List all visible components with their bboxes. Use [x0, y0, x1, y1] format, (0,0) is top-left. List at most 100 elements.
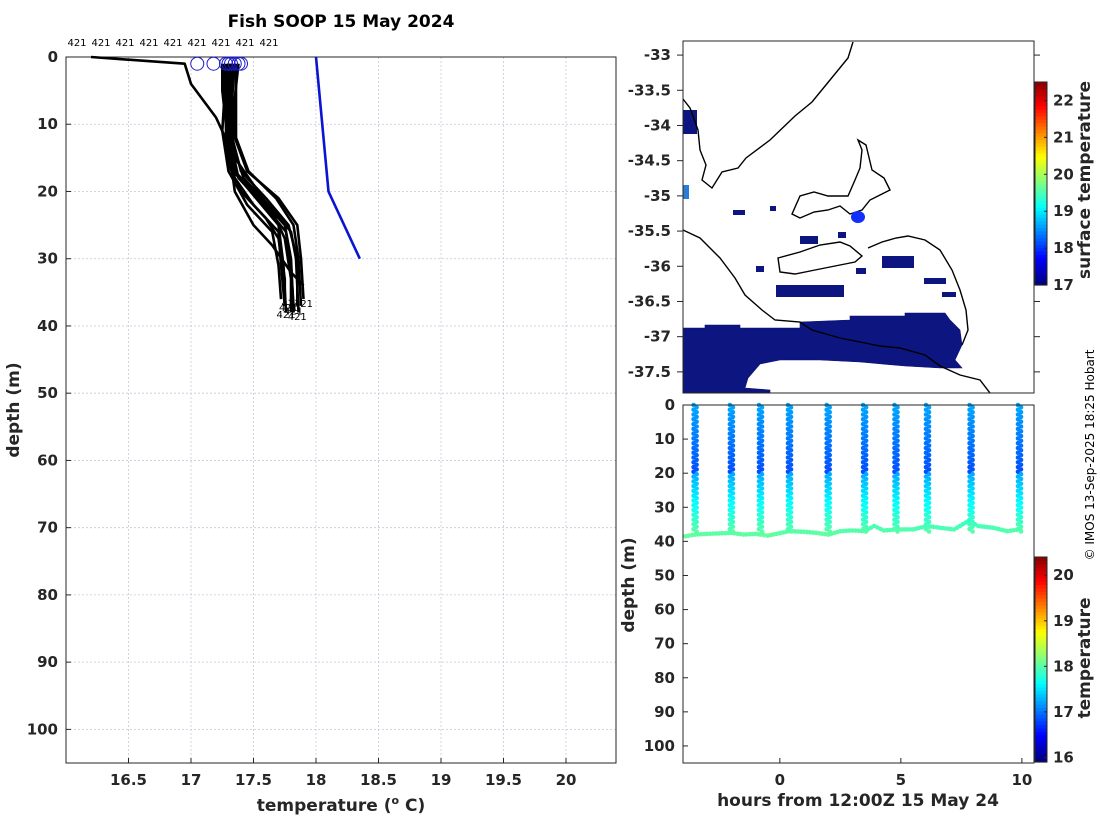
map-colorbar-segment: [1035, 156, 1047, 161]
map-colorbar-segment: [1035, 163, 1047, 168]
timeseries-colorbar-segment: [1035, 680, 1047, 685]
timeseries-colorbar-segment: [1035, 683, 1047, 688]
map-colorbar-segment: [1035, 197, 1047, 202]
timeseries-colorbar-segment: [1035, 721, 1047, 726]
timeseries-colorbar-segment: [1035, 625, 1047, 630]
map-colorbar-segment: [1035, 169, 1047, 174]
timeseries-colorbar-segment: [1035, 632, 1047, 637]
profile-y-tick-label: 0: [48, 48, 58, 66]
cast-point: [730, 529, 736, 534]
map-colorbar-segment: [1035, 109, 1047, 114]
profile-end-label: 421: [288, 312, 307, 323]
timeseries-colorbar-segment: [1035, 744, 1047, 749]
credit-text: © IMOS 13-Sep-2025 18:25 Hobart: [1083, 349, 1097, 560]
profile-x-tick-label: 19.5: [485, 771, 522, 789]
timeseries-x-tick-label: 5: [896, 771, 906, 789]
surface-marker: [227, 56, 242, 71]
timeseries-y-tick-label: 40: [654, 532, 675, 550]
timeseries-colorbar-segment: [1035, 570, 1047, 575]
timeseries-colorbar-segment: [1035, 591, 1047, 596]
map-colorbar-segment: [1035, 274, 1047, 279]
profile-y-tick-label: 40: [37, 317, 58, 335]
profile-x-tick-label: 19: [431, 771, 452, 789]
profile-end-label: 421: [281, 298, 300, 309]
map-panel: -33 -33.5 -34 -34.5 -35 -35.5 -36 -36.5 -37 -37.5…: [628, 40, 1095, 422]
map-colorbar-segment: [1035, 88, 1047, 93]
timeseries-y-tick-label: 20: [654, 464, 675, 482]
timeseries-y-tick-label: 80: [654, 669, 675, 687]
station-label: 421: [235, 38, 254, 49]
cast-point: [970, 529, 975, 534]
timeseries-colorbar-segment: [1035, 748, 1047, 753]
timeseries-colorbar-segment: [1035, 652, 1047, 657]
timeseries-y-tick-label: 90: [654, 703, 675, 721]
map-colorbar-segment: [1035, 271, 1047, 276]
profile-x-tick-label: 17.5: [235, 771, 272, 789]
timeseries-colorbar-segment: [1035, 598, 1047, 603]
timeseries-colorbar-segment: [1035, 604, 1047, 609]
timeseries-colorbar-segment: [1035, 755, 1047, 760]
timeseries-colorbar-segment: [1035, 656, 1047, 661]
timeseries-colorbar-segment: [1035, 666, 1047, 671]
map-colorbar-segment: [1035, 278, 1047, 283]
timeseries-y-tick-label: 50: [654, 566, 675, 584]
map-axes-frame: [682, 40, 1035, 394]
map-colorbar-segment: [1035, 149, 1047, 154]
profile-y-tick-label: 70: [37, 519, 58, 537]
coastline: [683, 41, 991, 393]
profile-y-tick-label: 100: [27, 720, 58, 738]
map-colorbar-label: surface temperature: [1075, 81, 1095, 279]
profile-x-tick-label: 16.5: [110, 771, 147, 789]
timeseries-y-tick-label: 100: [644, 737, 675, 755]
timeseries-colorbar-segment: [1035, 621, 1047, 626]
timeseries-colorbar-segment: [1035, 700, 1047, 705]
map-colorbar-segment: [1035, 139, 1047, 144]
map-colorbar-segment: [1035, 153, 1047, 158]
timeseries-colorbar-segment: [1035, 727, 1047, 732]
surface-marker: [234, 56, 248, 71]
station-label: 421: [139, 38, 158, 49]
timeseries-colorbar-segment: [1035, 734, 1047, 739]
map-colorbar-segment: [1035, 261, 1047, 266]
map-colorbar-segment: [1035, 190, 1047, 195]
profile-panel: 16.5 17 17.5 18 18.5 19 19.5 20 0 10 20 30 40 50 60 70 8…: [4, 38, 617, 816]
map-colorbar-segment: [1035, 105, 1047, 110]
timeseries-y-tick-label: 10: [654, 430, 675, 448]
map-colorbar-segment: [1035, 237, 1047, 242]
timeseries-colorbar-segment: [1035, 642, 1047, 647]
timeseries-colorbar-segment: [1035, 717, 1047, 722]
timeseries-y-axis-label: depth (m): [619, 537, 639, 632]
timeseries-colorbar-segment: [1035, 649, 1047, 654]
profile-line: [221, 63, 283, 300]
map-y-tick-label: -33.5: [628, 81, 671, 99]
map-colorbar-segment: [1035, 112, 1047, 117]
map-colorbar-segment: [1035, 254, 1047, 259]
timeseries-colorbar-segment: [1035, 611, 1047, 616]
cast-point: [788, 529, 794, 534]
map-colorbar-segment: [1035, 183, 1047, 188]
profile-x-tick-label: 20: [556, 771, 577, 789]
map-colorbar-segment: [1035, 193, 1047, 198]
profile-line: [228, 63, 295, 306]
timeseries-colorbar-segment: [1035, 618, 1047, 623]
map-colorbar-tick-label: 17: [1053, 276, 1074, 294]
timeseries-colorbar-segment: [1035, 580, 1047, 585]
map-colorbar-tick-label: 18: [1053, 239, 1074, 257]
timeseries-colorbar-segment: [1035, 741, 1047, 746]
station-label: 421: [211, 38, 230, 49]
timeseries-colorbar-segment: [1035, 557, 1047, 562]
map-colorbar-segment: [1035, 241, 1047, 245]
climatology-line: [314, 56, 361, 260]
map-colorbar-segment: [1035, 234, 1047, 239]
cast-point: [827, 529, 832, 534]
cast-point: [926, 529, 932, 534]
map-colorbar-segment: [1035, 264, 1047, 269]
map-colorbar-segment: [1035, 281, 1047, 286]
profile-line: [90, 55, 305, 287]
map-colorbar-segment: [1035, 200, 1047, 205]
profile-x-axis-label: temperature (o C): [257, 794, 426, 816]
timeseries-colorbar-segment: [1035, 594, 1047, 599]
map-y-tick-label: -37.5: [628, 363, 671, 381]
timeseries-colorbar-segment: [1035, 707, 1047, 712]
